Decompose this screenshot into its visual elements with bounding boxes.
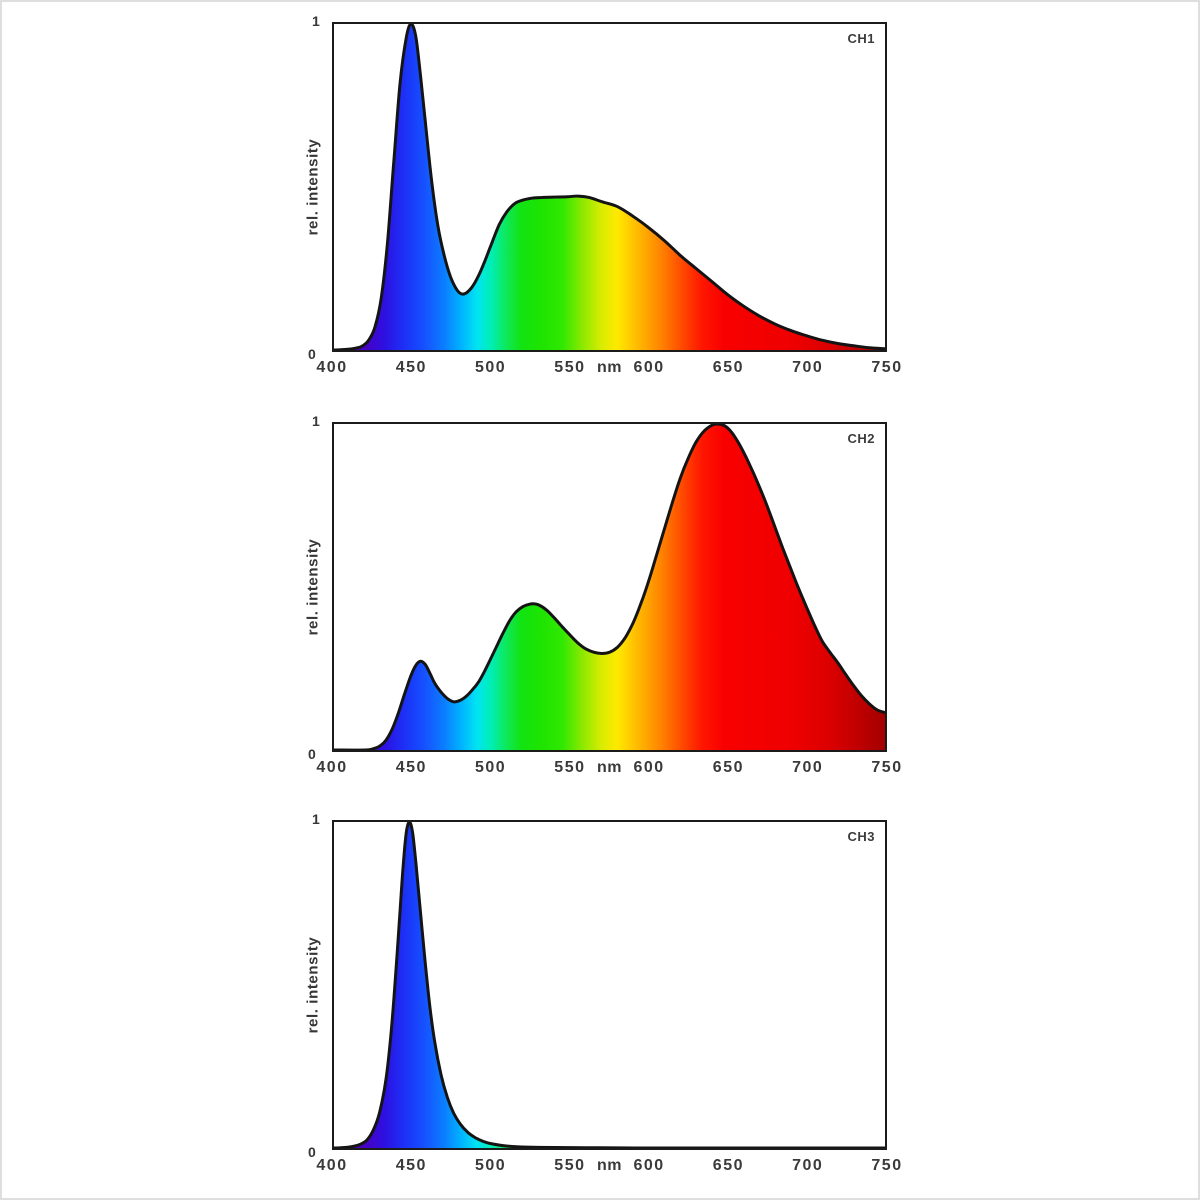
y-axis-title: rel. intensity: [304, 538, 322, 636]
y-axis-title: rel. intensity: [304, 936, 322, 1034]
x-tick-label: 650: [712, 359, 744, 376]
plot-area: CH1: [332, 22, 887, 352]
x-tick-label: 700: [792, 359, 824, 376]
x-tick-label: 600: [633, 1157, 665, 1174]
spectrum-fill: [334, 822, 885, 1148]
spectrum-curve-line: [334, 24, 885, 350]
x-tick-label: 550: [554, 1157, 586, 1174]
x-tick-label: 700: [792, 1157, 824, 1174]
chart-ch3: 1 rel. intensity 0 CH3 400 450 500 550 600 65…: [305, 811, 902, 1174]
x-tick-label: 750: [871, 759, 903, 776]
x-axis-unit-label: nm: [597, 359, 622, 376]
x-tick-label: 700: [792, 759, 824, 776]
x-tick-label: 500: [474, 359, 507, 376]
x-tick-label: 650: [712, 759, 744, 776]
spectrum-fill: [334, 424, 885, 750]
channel-label: CH1: [847, 31, 875, 46]
spectrum-plot-ch1: [334, 24, 885, 350]
x-tick-label: 600: [633, 759, 665, 776]
y-axis-tick-max: 1: [312, 811, 320, 827]
y-axis-tick-min: 0: [308, 346, 316, 362]
x-tick-label: 600: [633, 359, 665, 376]
spectrum-fill: [334, 24, 885, 350]
spectrum-curve-line: [334, 424, 885, 750]
x-tick-label: 500: [474, 759, 507, 776]
x-tick-label: 550: [554, 359, 586, 376]
x-tick-label: 550: [554, 759, 586, 776]
plot-area: CH2: [332, 422, 887, 752]
x-tick-label: 400: [316, 1157, 348, 1174]
y-axis-tick-max: 1: [312, 413, 320, 429]
x-axis-unit-label: nm: [597, 759, 622, 776]
x-tick-label: 500: [474, 1157, 507, 1174]
channel-label: CH2: [847, 431, 875, 446]
x-axis-labels: 400 450 500 550 600 650 700 750 nm: [316, 352, 901, 386]
x-tick-label: 450: [395, 759, 427, 776]
x-tick-label: 750: [871, 359, 903, 376]
y-axis-tick-max: 1: [312, 13, 320, 29]
x-tick-label: 750: [871, 1157, 903, 1174]
channel-label: CH3: [847, 829, 875, 844]
spectrum-plot-ch3: [334, 822, 885, 1148]
x-axis-labels: 400 450 500 550 600 650 700 750 nm: [316, 752, 901, 786]
y-axis-tick-min: 0: [308, 746, 316, 762]
x-tick-label: 400: [316, 359, 348, 376]
spectrum-curve-line: [334, 822, 885, 1148]
x-axis-unit-label: nm: [597, 1157, 622, 1174]
spectrum-plot-ch2: [334, 424, 885, 750]
x-tick-label: 400: [316, 759, 348, 776]
chart-ch2: 1 rel. intensity 0 CH2 400 450 500 550 600 65…: [305, 413, 902, 776]
x-tick-label: 450: [395, 359, 427, 376]
x-axis-labels: 400 450 500 550 600 650 700 750 nm: [316, 1150, 901, 1184]
plot-area: CH3: [332, 820, 887, 1150]
chart-ch1: 1 rel. intensity 0 CH1 400 450 500 550 600 65…: [305, 13, 902, 376]
x-tick-label: 650: [712, 1157, 744, 1174]
x-tick-label: 450: [395, 1157, 427, 1174]
y-axis-title: rel. intensity: [304, 138, 322, 236]
y-axis-tick-min: 0: [308, 1144, 316, 1160]
